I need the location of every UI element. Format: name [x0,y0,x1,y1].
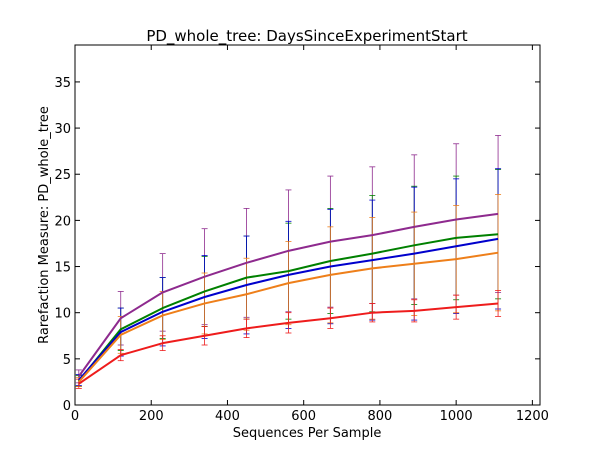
y-tick-label-0: 0 [63,399,71,414]
plot-layer [75,135,502,389]
y-tick-label-6: 30 [54,122,71,137]
series-3-line [78,251,499,383]
y-tick-label-5: 25 [54,168,71,183]
plot-area-frame [74,44,541,406]
y-tick-label-7: 35 [54,76,71,91]
x-tick-label-5: 1000 [440,409,473,424]
x-tick-label-0: 0 [71,409,79,424]
y-axis-title: Rarefaction Measure: PD_whole_tree [37,106,52,344]
y-tick-label-2: 10 [54,307,71,322]
y-tick-label-1: 5 [63,353,71,368]
series-1-line [78,233,499,382]
series-2-line [78,237,499,381]
x-tick-label-1: 200 [139,409,164,424]
chart-title: PD_whole_tree: DaysSinceExperimentStart [146,27,467,46]
y-tick-label-3: 15 [54,261,71,276]
y-tick-label-4: 20 [54,214,71,229]
series-4-line [78,302,499,385]
x-tick-label-2: 400 [215,409,240,424]
x-axis-title: Sequences Per Sample [233,426,382,441]
series-0-line [77,212,499,377]
x-tick-label-6: 1200 [516,409,549,424]
axis-layer: 0 200 400 600 800 1000 1200 0 5 10 15 20 25 30 35 [54,45,549,424]
x-tick-label-3: 600 [291,409,316,424]
x-tick-label-4: 800 [368,409,393,424]
